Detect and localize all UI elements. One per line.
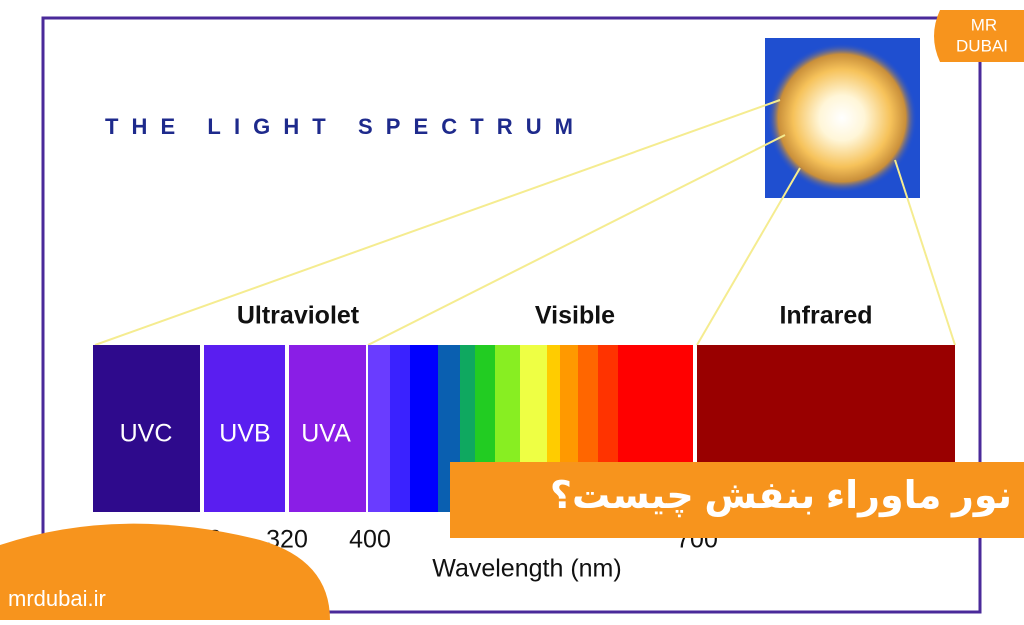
uva-block (289, 345, 366, 512)
segment-label: UVB (219, 420, 270, 448)
title: THE LIGHT SPECTRUM (105, 114, 575, 139)
uvc-block (93, 345, 200, 512)
projection-lines (94, 99, 956, 346)
segment-label: UVC (120, 420, 173, 448)
visible-stripe (410, 345, 438, 512)
logo-badge (934, 10, 1024, 62)
visible-stripe (368, 345, 390, 512)
segment-labels: UVC UVB UVA (120, 420, 351, 448)
headline: نور ماوراء بنفش چیست؟ (550, 475, 1012, 518)
logo-bottom: DUBAI (956, 36, 1008, 55)
logo-top: MR (971, 15, 997, 34)
band-label: Infrared (779, 302, 872, 330)
visible-stripe (390, 345, 410, 512)
band-label: Ultraviolet (237, 302, 360, 330)
sun (767, 43, 917, 193)
band-labels: Ultraviolet Visible Infrared (237, 302, 873, 330)
corner-wave (0, 523, 330, 620)
site-url: mrdubai.ir (8, 586, 106, 611)
segment-label: UVA (301, 420, 351, 448)
projection-line (94, 99, 781, 346)
projection-line (367, 134, 786, 346)
tick-label: 400 (349, 526, 391, 554)
band-label: Visible (535, 302, 615, 330)
projection-line (894, 159, 956, 346)
projection-line (696, 167, 801, 346)
axis-label: Wavelength (nm) (432, 555, 621, 583)
uvb-block (204, 345, 285, 512)
headline-box (450, 462, 1024, 538)
